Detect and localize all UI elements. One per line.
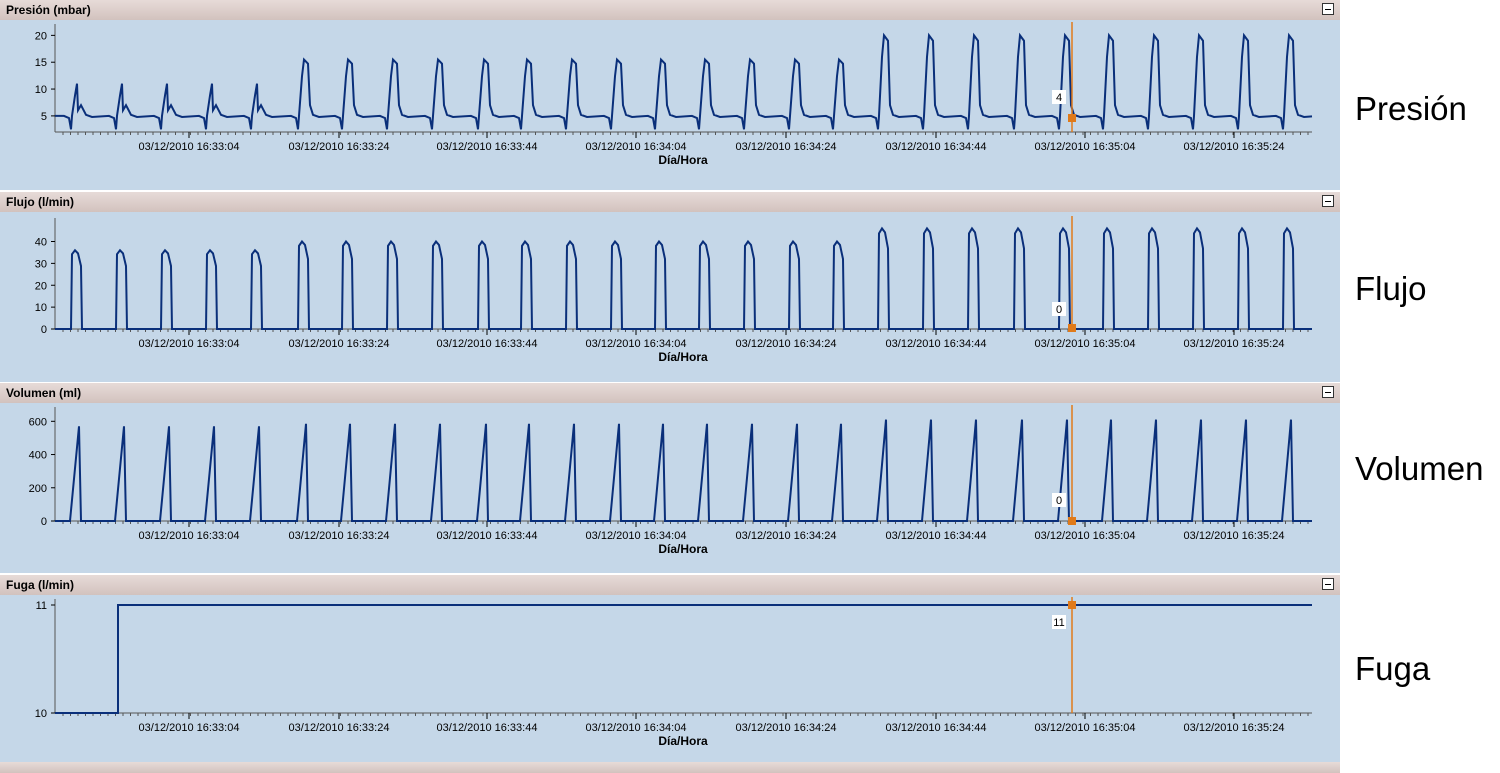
y-tick-label: 200 bbox=[29, 483, 47, 495]
x-tick-label: 03/12/2010 16:33:44 bbox=[437, 722, 538, 734]
x-tick-label: 03/12/2010 16:34:24 bbox=[736, 338, 837, 350]
leak-panel-title: Fuga (l/min) bbox=[6, 578, 74, 592]
flow-plot-area bbox=[0, 212, 1340, 382]
volume-panel-header: Volumen (ml) bbox=[0, 383, 1340, 403]
y-tick-label: 600 bbox=[29, 416, 47, 428]
x-tick-label: 03/12/2010 16:34:04 bbox=[586, 338, 687, 350]
x-tick-label: 03/12/2010 16:35:04 bbox=[1035, 338, 1136, 350]
x-tick-label: 03/12/2010 16:34:24 bbox=[736, 141, 837, 153]
y-tick-label: 10 bbox=[35, 302, 47, 314]
y-tick-label: 10 bbox=[35, 84, 47, 96]
cursor-marker bbox=[1068, 601, 1076, 609]
x-tick-label: 03/12/2010 16:33:24 bbox=[289, 338, 390, 350]
flow-side-label: Flujo bbox=[1355, 270, 1427, 307]
series-line bbox=[55, 32, 1313, 130]
x-tick-label: 03/12/2010 16:33:24 bbox=[289, 530, 390, 542]
next-panel-header-strip bbox=[0, 762, 1340, 773]
x-tick-label: 03/12/2010 16:33:44 bbox=[437, 338, 538, 350]
x-tick-label: 03/12/2010 16:35:24 bbox=[1184, 722, 1285, 734]
y-tick-label: 40 bbox=[35, 237, 47, 249]
cursor-value-label: 0 bbox=[1056, 304, 1062, 316]
pressure-collapse-button[interactable] bbox=[1322, 3, 1334, 15]
series-line bbox=[55, 226, 1312, 330]
x-tick-label: 03/12/2010 16:33:04 bbox=[139, 530, 240, 542]
x-tick-label: 03/12/2010 16:34:44 bbox=[886, 338, 987, 350]
x-tick-label: 03/12/2010 16:33:04 bbox=[139, 141, 240, 153]
cursor-value-label: 11 bbox=[1053, 617, 1064, 629]
volume-plot-area bbox=[0, 403, 1340, 573]
y-tick-label: 0 bbox=[41, 516, 47, 528]
pressure-chart: 5 10 15 20 03/12/2010 16:33:04 03/12/2010 16:… bbox=[35, 22, 1313, 167]
leak-chart: 10 11 03/12/2010 16:33:04 03/12/2010 16:33:… bbox=[35, 597, 1312, 748]
x-tick-label: 03/12/2010 16:33:44 bbox=[437, 141, 538, 153]
leak-collapse-button[interactable] bbox=[1322, 578, 1334, 590]
x-tick-label: 03/12/2010 16:35:04 bbox=[1035, 530, 1136, 542]
x-axis-label: Día/Hora bbox=[658, 734, 708, 748]
x-tick-label: 03/12/2010 16:35:04 bbox=[1035, 141, 1136, 153]
x-tick-label: 03/12/2010 16:35:04 bbox=[1035, 722, 1136, 734]
volume-chart: 0 200 400 600 03/12/2010 16:33:04 03/12/2010 … bbox=[29, 405, 1312, 556]
y-tick-label: 11 bbox=[36, 600, 47, 612]
x-axis-label: Día/Hora bbox=[658, 153, 708, 167]
leak-panel-header: Fuga (l/min) bbox=[0, 575, 1340, 595]
cursor-marker bbox=[1068, 517, 1076, 525]
x-tick-label: 03/12/2010 16:34:04 bbox=[586, 530, 687, 542]
flow-chart: 0 10 20 30 40 03/12/2010 16:33:04 03/12/2010 1… bbox=[35, 216, 1312, 364]
cursor-value-box bbox=[1052, 90, 1066, 104]
cursor-value-box bbox=[1052, 302, 1066, 316]
leak-side-label: Fuga bbox=[1355, 650, 1431, 687]
x-tick-label: 03/12/2010 16:34:44 bbox=[886, 141, 987, 153]
x-tick-label: 03/12/2010 16:34:24 bbox=[736, 722, 837, 734]
cursor-marker bbox=[1068, 114, 1076, 122]
y-tick-label: 20 bbox=[35, 280, 47, 292]
x-tick-label: 03/12/2010 16:34:44 bbox=[886, 530, 987, 542]
x-tick-label: 03/12/2010 16:34:44 bbox=[886, 722, 987, 734]
x-axis-label: Día/Hora bbox=[658, 542, 708, 556]
cursor-value-box bbox=[1052, 493, 1066, 507]
x-tick-label: 03/12/2010 16:34:04 bbox=[586, 722, 687, 734]
volume-side-label: Volumen bbox=[1355, 450, 1484, 487]
x-tick-label: 03/12/2010 16:33:44 bbox=[437, 530, 538, 542]
flow-panel-header: Flujo (l/min) bbox=[0, 192, 1340, 212]
x-axis-label: Día/Hora bbox=[658, 350, 708, 364]
pressure-side-label: Presión bbox=[1355, 90, 1467, 127]
x-tick-label: 03/12/2010 16:33:04 bbox=[139, 722, 240, 734]
pressure-plot-area bbox=[0, 20, 1340, 190]
x-tick-label: 03/12/2010 16:35:24 bbox=[1184, 338, 1285, 350]
cursor-value-label: 0 bbox=[1056, 495, 1062, 507]
x-tick-label: 03/12/2010 16:33:24 bbox=[289, 722, 390, 734]
y-tick-label: 400 bbox=[29, 450, 47, 462]
flow-collapse-button[interactable] bbox=[1322, 195, 1334, 207]
flow-panel-title: Flujo (l/min) bbox=[6, 195, 74, 209]
series-line bbox=[55, 604, 1312, 714]
series-line bbox=[55, 419, 1312, 522]
pressure-panel-header: Presión (mbar) bbox=[0, 0, 1340, 20]
y-tick-label: 0 bbox=[41, 324, 47, 336]
x-tick-label: 03/12/2010 16:33:24 bbox=[289, 141, 390, 153]
x-tick-label: 03/12/2010 16:35:24 bbox=[1184, 530, 1285, 542]
volume-panel-title: Volumen (ml) bbox=[6, 386, 82, 400]
cursor-marker bbox=[1068, 324, 1076, 332]
volume-collapse-button[interactable] bbox=[1322, 386, 1334, 398]
y-tick-label: 20 bbox=[35, 30, 47, 42]
y-tick-label: 30 bbox=[35, 258, 47, 270]
leak-plot-area bbox=[0, 595, 1340, 762]
x-tick-label: 03/12/2010 16:35:24 bbox=[1184, 141, 1285, 153]
cursor-value-label: 4 bbox=[1056, 92, 1062, 104]
pressure-panel-title: Presión (mbar) bbox=[6, 3, 91, 17]
x-tick-label: 03/12/2010 16:33:04 bbox=[139, 338, 240, 350]
y-tick-label: 5 bbox=[41, 111, 47, 123]
x-tick-label: 03/12/2010 16:34:04 bbox=[586, 141, 687, 153]
y-tick-label: 15 bbox=[35, 57, 47, 69]
cursor-value-box bbox=[1052, 615, 1066, 629]
x-tick-label: 03/12/2010 16:34:24 bbox=[736, 530, 837, 542]
y-tick-label: 10 bbox=[35, 708, 47, 720]
